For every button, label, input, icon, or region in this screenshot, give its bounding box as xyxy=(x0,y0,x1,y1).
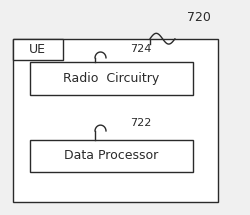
Text: Radio  Circuitry: Radio Circuitry xyxy=(63,72,160,85)
Bar xyxy=(12,39,218,202)
Text: 724: 724 xyxy=(130,45,152,54)
Bar xyxy=(30,62,192,95)
Text: UE: UE xyxy=(29,43,46,56)
Text: Data Processor: Data Processor xyxy=(64,149,158,162)
Bar xyxy=(12,39,62,60)
Text: 720: 720 xyxy=(188,11,212,24)
Text: 722: 722 xyxy=(130,118,152,127)
Bar xyxy=(30,140,192,172)
